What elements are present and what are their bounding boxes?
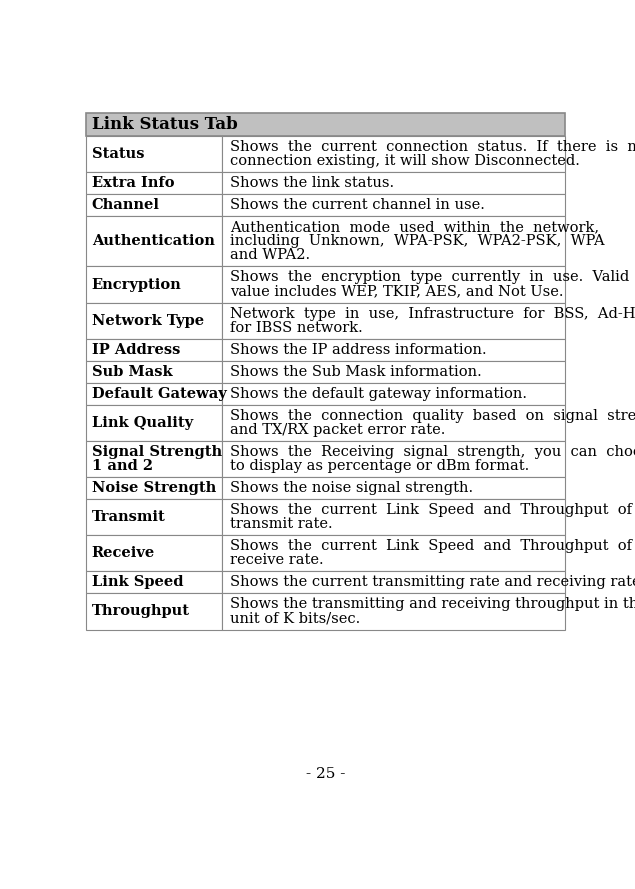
- Text: for IBSS network.: for IBSS network.: [230, 321, 363, 335]
- Bar: [86, 383, 222, 404]
- Bar: [86, 572, 222, 593]
- Bar: [222, 339, 565, 361]
- Bar: [86, 339, 222, 361]
- Text: Receive: Receive: [92, 546, 155, 560]
- Text: and TX/RX packet error rate.: and TX/RX packet error rate.: [230, 423, 445, 436]
- Text: Signal Strength: Signal Strength: [92, 444, 222, 459]
- Bar: [222, 136, 565, 172]
- Bar: [222, 194, 565, 216]
- Bar: [86, 172, 222, 194]
- Bar: [222, 535, 565, 572]
- Text: Channel: Channel: [92, 198, 160, 212]
- Bar: [86, 136, 222, 172]
- Text: value includes WEP, TKIP, AES, and Not Use.: value includes WEP, TKIP, AES, and Not U…: [230, 284, 563, 299]
- Bar: [222, 477, 565, 499]
- Bar: [86, 593, 222, 629]
- Text: Shows  the  connection  quality  based  on  signal  strength: Shows the connection quality based on si…: [230, 409, 635, 422]
- Text: Sub Mask: Sub Mask: [92, 364, 172, 379]
- Text: transmit rate.: transmit rate.: [230, 517, 333, 532]
- Text: Extra Info: Extra Info: [92, 176, 174, 190]
- Text: Network  type  in  use,  Infrastructure  for  BSS,  Ad-Hoc: Network type in use, Infrastructure for …: [230, 307, 635, 321]
- Bar: [86, 477, 222, 499]
- Bar: [86, 194, 222, 216]
- Text: Throughput: Throughput: [92, 605, 190, 619]
- Text: Authentication  mode  used  within  the  network,: Authentication mode used within the netw…: [230, 220, 599, 234]
- Bar: [86, 302, 222, 339]
- Text: receive rate.: receive rate.: [230, 553, 324, 567]
- Text: Transmit: Transmit: [92, 510, 166, 525]
- Text: Status: Status: [92, 147, 144, 161]
- Text: Shows the current channel in use.: Shows the current channel in use.: [230, 198, 485, 212]
- Text: - 25 -: - 25 -: [305, 767, 345, 781]
- Bar: [86, 361, 222, 383]
- Text: Shows  the  encryption  type  currently  in  use.  Valid: Shows the encryption type currently in u…: [230, 270, 629, 284]
- Text: Link Status Tab: Link Status Tab: [92, 116, 237, 132]
- Bar: [222, 302, 565, 339]
- Text: Shows the Sub Mask information.: Shows the Sub Mask information.: [230, 364, 482, 379]
- Text: and WPA2.: and WPA2.: [230, 249, 310, 262]
- Bar: [222, 361, 565, 383]
- Text: Noise Strength: Noise Strength: [92, 481, 216, 495]
- Text: Shows the current transmitting rate and receiving rate.: Shows the current transmitting rate and …: [230, 575, 635, 589]
- Text: IP Address: IP Address: [92, 343, 180, 356]
- Bar: [86, 113, 565, 136]
- Bar: [222, 383, 565, 404]
- Bar: [222, 267, 565, 302]
- Bar: [86, 216, 222, 267]
- Bar: [86, 441, 222, 477]
- Text: Link Quality: Link Quality: [92, 416, 193, 429]
- Text: Shows  the  current  connection  status.  If  there  is  no: Shows the current connection status. If …: [230, 140, 635, 154]
- Text: Default Gateway: Default Gateway: [92, 387, 227, 401]
- Text: Link Speed: Link Speed: [92, 575, 184, 589]
- Bar: [222, 172, 565, 194]
- Text: Shows the transmitting and receiving throughput in the: Shows the transmitting and receiving thr…: [230, 597, 635, 612]
- Text: Shows  the  Receiving  signal  strength,  you  can  choose: Shows the Receiving signal strength, you…: [230, 444, 635, 459]
- Bar: [86, 267, 222, 302]
- Text: Shows the IP address information.: Shows the IP address information.: [230, 343, 486, 356]
- Bar: [222, 499, 565, 535]
- Bar: [222, 441, 565, 477]
- Text: Shows the link status.: Shows the link status.: [230, 176, 394, 190]
- Bar: [86, 535, 222, 572]
- Bar: [222, 216, 565, 267]
- Text: Shows  the  current  Link  Speed  and  Throughput  of  the: Shows the current Link Speed and Through…: [230, 503, 635, 517]
- Text: Shows the default gateway information.: Shows the default gateway information.: [230, 387, 527, 401]
- Bar: [222, 572, 565, 593]
- Text: Encryption: Encryption: [92, 277, 182, 292]
- Bar: [222, 404, 565, 441]
- Text: Network Type: Network Type: [92, 314, 204, 328]
- Bar: [86, 404, 222, 441]
- Text: Shows the noise signal strength.: Shows the noise signal strength.: [230, 481, 473, 495]
- Text: to display as percentage or dBm format.: to display as percentage or dBm format.: [230, 459, 530, 473]
- Text: unit of K bits/sec.: unit of K bits/sec.: [230, 612, 360, 626]
- Text: connection existing, it will show Disconnected.: connection existing, it will show Discon…: [230, 154, 580, 168]
- Text: including  Unknown,  WPA-PSK,  WPA2-PSK,  WPA: including Unknown, WPA-PSK, WPA2-PSK, WP…: [230, 234, 605, 248]
- Text: 1 and 2: 1 and 2: [92, 459, 153, 473]
- Bar: [222, 593, 565, 629]
- Text: Authentication: Authentication: [92, 234, 215, 248]
- Text: Shows  the  current  Link  Speed  and  Throughput  of: Shows the current Link Speed and Through…: [230, 539, 632, 553]
- Bar: [86, 499, 222, 535]
